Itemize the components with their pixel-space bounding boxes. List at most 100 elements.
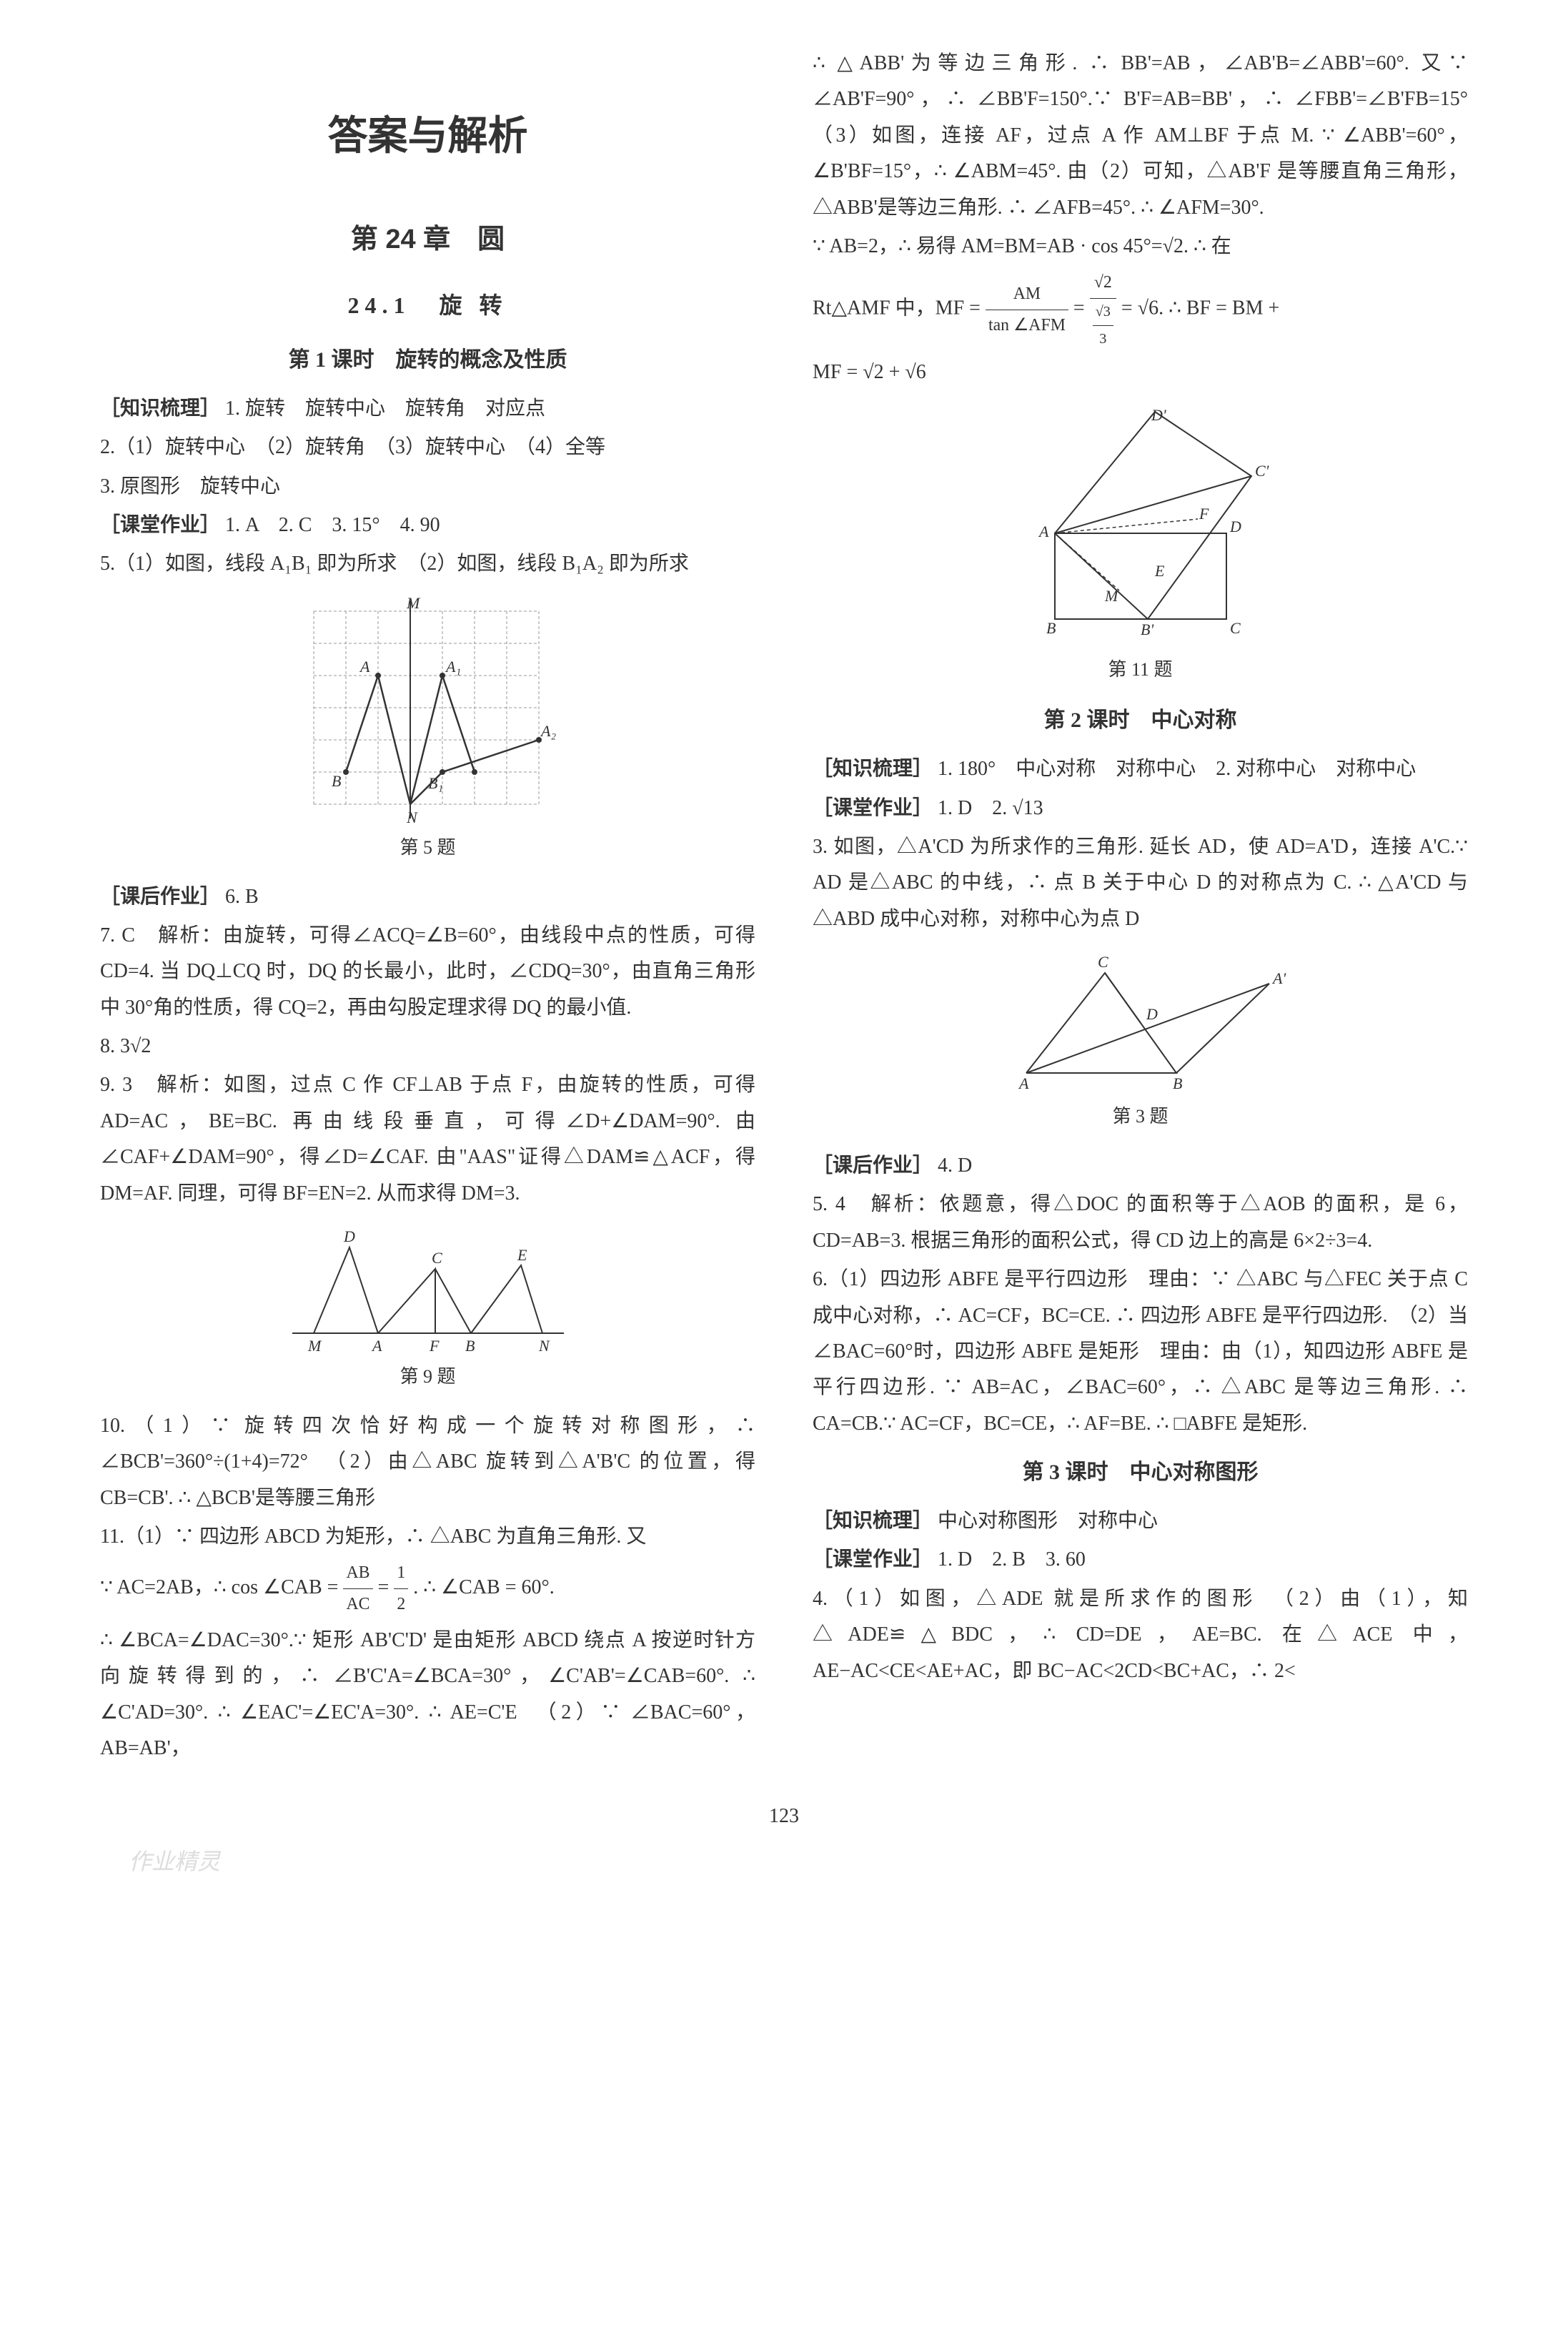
col2-p1d: MF = √2 + √6	[813, 355, 1468, 390]
kehou-label: ［课后作业］	[100, 886, 220, 908]
l2-ketang-3: 3. 如图，△A'CD 为所求作的三角形. 延长 AD，使 AD=A'D，连接 …	[813, 829, 1468, 937]
kehou-11-p2: ∵ AC=2AB，∴ cos ∠CAB = AB AC = 1 2 . ∴ ∠C…	[100, 1558, 755, 1620]
fig3-lines	[1026, 973, 1269, 1073]
watermark: 作业精灵	[129, 1841, 1468, 1883]
fig11-F: F	[1199, 505, 1209, 523]
fig11-E: E	[1154, 562, 1165, 580]
col2-p1a: ∴ △ABB'为等边三角形. ∴ BB'=AB，∠AB'B=∠ABB'=60°.…	[813, 46, 1468, 226]
fig5-label-B1: B₁	[428, 774, 443, 792]
figure-11-svg: A B C D B' C' D' E F M	[1012, 405, 1269, 648]
lesson1-kehou: ［课后作业］ 6. B	[100, 879, 755, 915]
fig11-D: D	[1229, 518, 1241, 535]
kehou-11-p3: ∴ ∠BCA=∠DAC=30°.∵ 矩形 AB'C'D' 是由矩形 ABCD 绕…	[100, 1623, 755, 1767]
lesson2-zhishi: ［知识梳理］ 1. 180° 中心对称 对称中心 2. 对称中心 对称中心	[813, 751, 1468, 787]
l3-ketang-text: 1. D 2. B 3. 60	[938, 1548, 1086, 1571]
fig5-caption: 第 5 题	[100, 831, 755, 865]
fig11-Dp: D'	[1151, 406, 1166, 424]
l2-kehou-6: 6.（1）四边形 ABFE 是平行四边形 理由：∵ △ABC 与△FEC 关于点…	[813, 1262, 1468, 1442]
fig5-label-M: M	[406, 597, 421, 612]
fig3-Ap: A'	[1271, 969, 1286, 987]
page-number: 123	[100, 1799, 1468, 1834]
lesson1-zhishi: ［知识梳理］ 1. 旋转 旋转中心 旋转角 对应点	[100, 391, 755, 427]
l2-kehou-label: ［课后作业］	[813, 1154, 933, 1177]
fig9-N: N	[538, 1337, 550, 1355]
fig9-triangles	[314, 1247, 542, 1333]
fig9-C: C	[432, 1249, 442, 1267]
fig9-A: A	[371, 1337, 382, 1355]
frac-num: AB	[343, 1558, 372, 1589]
f2n: √2	[1090, 267, 1116, 299]
fig3-D: D	[1146, 1005, 1158, 1023]
kehou-7: 7. C 解析：由旋转，可得∠ACQ=∠B=60°，由线段中点的性质，可得 CD…	[100, 918, 755, 1026]
l3-zhishi-label: ［知识梳理］	[813, 1510, 933, 1532]
l2-kehou-5: 5. 4 解析：依题意，得△DOC 的面积等于△AOB 的面积，是 6，CD=A…	[813, 1187, 1468, 1259]
lesson-1-title: 第 1 课时 旋转的概念及性质	[100, 341, 755, 380]
fig9-M: M	[307, 1337, 322, 1355]
kehou-6: 6. B	[225, 886, 259, 908]
frac2-den: 2	[394, 1589, 408, 1620]
zhishi-2: 2.（1）旋转中心 （2）旋转角 （3）旋转中心 （4）全等	[100, 430, 755, 465]
f2d: √3 3	[1090, 299, 1116, 352]
frac-den: AC	[343, 1589, 372, 1620]
fig11-M: M	[1104, 587, 1119, 605]
l3-ketang-label: ［课堂作业］	[813, 1548, 933, 1571]
fig5-grid	[314, 611, 539, 804]
frac-inner: √3 3	[1093, 299, 1113, 352]
p1c-pre: Rt△AMF 中，MF =	[813, 297, 986, 320]
fig5-label-B: B	[332, 772, 341, 790]
f2dd: 3	[1093, 326, 1113, 352]
p2-post: . ∴ ∠CAB = 60°.	[413, 1576, 554, 1598]
main-title: 答案与解析	[100, 100, 755, 172]
fig3-B: B	[1173, 1074, 1182, 1092]
p2-mid: =	[378, 1576, 395, 1598]
figure-5: M N A A₁ A₂ B B₁ 第 5 题	[100, 597, 755, 865]
lesson-3-title: 第 3 课时 中心对称图形	[813, 1453, 1468, 1492]
l2-zhishi-label: ［知识梳理］	[813, 758, 933, 780]
lesson2-kehou: ［课后作业］ 4. D	[813, 1148, 1468, 1184]
fig9-E: E	[517, 1246, 527, 1264]
l2-ketang-text: 1. D 2. √13	[938, 797, 1043, 819]
fig11-C: C	[1230, 619, 1241, 637]
zhishi-label: ［知识梳理］	[100, 397, 220, 420]
lesson3-ketang: ［课堂作业］ 1. D 2. B 3. 60	[813, 1542, 1468, 1578]
frac-am-tan: AM tan ∠AFM	[986, 279, 1068, 341]
p1c-post: = √6. ∴ BF = BM +	[1121, 297, 1279, 320]
p1c-mid: =	[1073, 297, 1090, 320]
fig11-Cp: C'	[1255, 462, 1269, 480]
fig11-A: A	[1038, 523, 1049, 540]
figure-5-svg: M N A A₁ A₂ B B₁	[285, 597, 571, 826]
frac-ab-ac: AB AC	[343, 1558, 372, 1620]
zhishi-1: 1. 旋转 旋转中心 旋转角 对应点	[225, 397, 545, 420]
col2-p1b: ∵ AB=2，∴ 易得 AM=BM=AB · cos 45°=√2. ∴ 在	[813, 229, 1468, 264]
left-column: 答案与解析 第 24 章 圆 24.1 旋 转 第 1 课时 旋转的概念及性质 …	[100, 43, 755, 1770]
fig5-label-A1: A₁	[445, 658, 461, 676]
fig5-label-A: A	[359, 658, 370, 676]
col2-p1c: Rt△AMF 中，MF = AM tan ∠AFM = √2 √3 3 = √6…	[813, 267, 1468, 352]
figure-9: D C E M A F B N 第 9 题	[100, 1226, 755, 1394]
lesson2-ketang: ［课堂作业］ 1. D 2. √13	[813, 791, 1468, 826]
frac2-num: 1	[394, 1558, 408, 1589]
frac-nested: √2 √3 3	[1090, 267, 1116, 352]
fig9-F: F	[429, 1337, 440, 1355]
l2-zhishi-text: 1. 180° 中心对称 对称中心 2. 对称中心 对称中心	[938, 758, 1416, 780]
kehou-9: 9. 3 解析：如图，过点 C 作 CF⊥AB 于点 F，由旋转的性质，可得 A…	[100, 1067, 755, 1212]
kehou-8: 8. 3√2	[100, 1029, 755, 1064]
ketang-label: ［课堂作业］	[100, 514, 220, 536]
figure-11: A B C D B' C' D' E F M 第 11 题	[813, 405, 1468, 687]
fig5-label-A2: A₂	[540, 722, 556, 740]
p2-pre: ∵ AC=2AB，∴ cos ∠CAB =	[100, 1576, 343, 1598]
l3-zhishi-text: 中心对称图形 对称中心	[938, 1510, 1158, 1532]
fig5-label-N: N	[406, 809, 418, 826]
fig9-labels: D C E M A F B N	[307, 1227, 550, 1355]
lesson1-ketang: ［课堂作业］ 1. A 2. C 3. 15° 4. 90	[100, 508, 755, 543]
fig3-C: C	[1098, 953, 1108, 971]
lesson3-zhishi: ［知识梳理］ 中心对称图形 对称中心	[813, 1503, 1468, 1539]
fig11-labels: A B C D B' C' D' E F M	[1038, 406, 1269, 638]
ketang-5: 5.（1）如图，线段 A₁B₁ 即为所求 （2）如图，线段 B₁A₂ 即为所求	[100, 546, 755, 582]
right-column: ∴ △ABB'为等边三角形. ∴ BB'=AB，∠AB'B=∠ABB'=60°.…	[813, 43, 1468, 1770]
figure-9-svg: D C E M A F B N	[278, 1226, 578, 1355]
fig9-B: B	[465, 1337, 475, 1355]
fig11-B: B	[1046, 619, 1056, 637]
chapter-title: 第 24 章 圆	[100, 215, 755, 264]
fig3-labels: A B C D A'	[1018, 953, 1286, 1092]
